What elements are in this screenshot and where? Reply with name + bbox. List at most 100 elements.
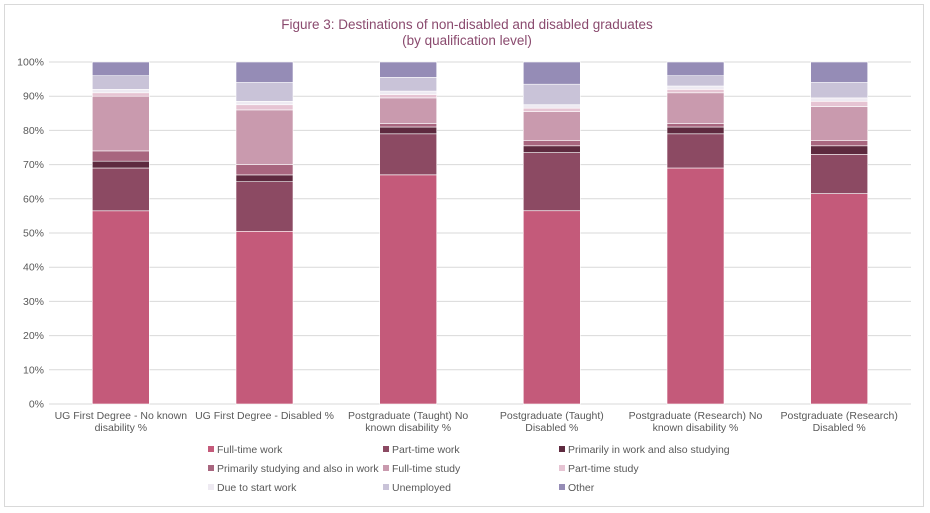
- bar-segment: [92, 210, 150, 405]
- bar-segment: [235, 101, 294, 106]
- category-label: Postgraduate (Research): [781, 410, 898, 422]
- bar-segment: [810, 106, 869, 142]
- bar-segment: [92, 89, 150, 94]
- legend-label: Part-time study: [568, 463, 639, 475]
- bar-segment: [666, 92, 725, 124]
- bar-segment: [810, 145, 869, 155]
- bar-segment: [235, 164, 294, 176]
- bar-segment: [810, 140, 869, 147]
- legend-swatch: [208, 446, 214, 452]
- bar-segment: [522, 140, 581, 147]
- bar-segment: [666, 167, 725, 405]
- y-tick-label: 30%: [23, 296, 44, 308]
- bar-segment: [522, 210, 581, 405]
- bar-segment: [379, 61, 438, 78]
- legend-swatch: [383, 446, 389, 452]
- bar-segment: [522, 83, 581, 105]
- chart-svg: Figure 3: Destinations of non-disabled a…: [17, 17, 911, 494]
- bar-segment: [235, 61, 294, 83]
- bar-segment: [235, 104, 294, 111]
- bars: [92, 61, 869, 405]
- legend-swatch: [559, 484, 565, 490]
- category-label: Disabled %: [525, 422, 578, 434]
- bar-segment: [666, 126, 725, 135]
- y-tick-label: 100%: [17, 57, 44, 69]
- bar-segment: [810, 61, 869, 83]
- bar-segment: [666, 123, 725, 128]
- bar-segment: [379, 94, 438, 99]
- bar-segment: [92, 95, 150, 152]
- category-label: known disability %: [653, 422, 739, 434]
- bar-segment: [666, 133, 725, 169]
- legend-swatch: [208, 484, 214, 490]
- bar-segment: [666, 75, 725, 87]
- bar-segment: [810, 82, 869, 99]
- legend-swatch: [383, 465, 389, 471]
- bar-segment: [666, 85, 725, 90]
- legend-label: Primarily studying and also in work: [217, 463, 379, 475]
- y-tick-label: 0%: [29, 399, 44, 411]
- y-tick-label: 60%: [23, 193, 44, 205]
- bar-segment: [235, 82, 294, 102]
- legend-swatch: [559, 446, 565, 452]
- legend-label: Other: [568, 482, 595, 494]
- bar-segment: [379, 77, 438, 92]
- legend-label: Part-time work: [392, 444, 460, 456]
- bar-segment: [235, 231, 294, 405]
- bar-segment: [92, 150, 150, 162]
- bar-segment: [235, 174, 294, 182]
- y-tick-label: 40%: [23, 262, 44, 274]
- legend: Full-time work Part-time work Primarily in…: [208, 444, 730, 494]
- category-label: Postgraduate (Taught) No: [348, 410, 468, 422]
- legend-label: Full-time work: [217, 444, 283, 456]
- bar-segment: [92, 160, 150, 169]
- category-label: known disability %: [365, 422, 451, 434]
- y-tick-label: 80%: [23, 125, 44, 137]
- bar-segment: [666, 89, 725, 94]
- category-label: disability %: [95, 422, 148, 434]
- chart-subtitle: (by qualification level): [402, 33, 532, 48]
- y-tick-label: 20%: [23, 330, 44, 342]
- chart-title: Figure 3: Destinations of non-disabled a…: [281, 17, 653, 32]
- bar-segment: [379, 90, 438, 95]
- gridlines: [49, 61, 911, 405]
- y-tick-label: 90%: [23, 91, 44, 103]
- bar-segment: [522, 107, 581, 112]
- legend-label: Primarily in work and also studying: [568, 444, 730, 456]
- category-label: UG First Degree - Disabled %: [195, 410, 334, 422]
- bar-segment: [522, 145, 581, 153]
- bar-segment: [92, 92, 150, 97]
- y-tick-label: 10%: [23, 364, 44, 376]
- y-tick-label: 70%: [23, 159, 44, 171]
- legend-label: Full-time study: [392, 463, 461, 475]
- legend-label: Unemployed: [392, 482, 451, 494]
- bar-segment: [379, 174, 438, 405]
- legend-swatch: [383, 484, 389, 490]
- category-label: UG First Degree - No known: [55, 410, 188, 422]
- bar-segment: [92, 61, 150, 76]
- bar-segment: [379, 126, 438, 135]
- bar-segment: [522, 152, 581, 212]
- legend-swatch: [559, 465, 565, 471]
- category-label: Postgraduate (Taught): [500, 410, 604, 422]
- y-tick-label: 50%: [23, 228, 44, 240]
- legend-label: Due to start work: [217, 482, 297, 494]
- bar-segment: [810, 97, 869, 102]
- category-label: Disabled %: [813, 422, 866, 434]
- bar-segment: [235, 181, 294, 232]
- bar-segment: [379, 133, 438, 176]
- bar-segment: [810, 101, 869, 107]
- bar-segment: [92, 167, 150, 212]
- bar-segment: [522, 111, 581, 141]
- bar-segment: [522, 61, 581, 85]
- bar-segment: [810, 154, 869, 194]
- bar-segment: [92, 75, 150, 90]
- bar-segment: [235, 109, 294, 165]
- legend-swatch: [208, 465, 214, 471]
- bar-segment: [522, 104, 581, 109]
- bar-segment: [379, 97, 438, 124]
- bar-segment: [666, 61, 725, 76]
- bar-segment: [810, 193, 869, 405]
- category-label: Postgraduate (Research) No: [629, 410, 763, 422]
